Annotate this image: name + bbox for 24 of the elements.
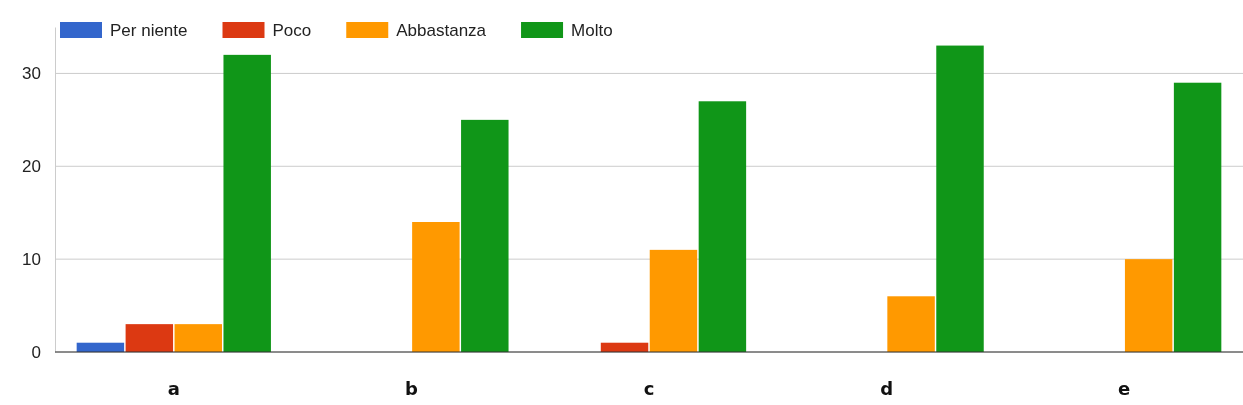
bar: [1124, 259, 1173, 352]
legend-label: Per niente: [110, 21, 188, 40]
x-tick-label: e: [1118, 377, 1131, 399]
legend-label: Molto: [571, 21, 613, 40]
bar: [461, 119, 509, 352]
legend-label: Abbastanza: [396, 21, 487, 40]
x-tick-label: c: [643, 377, 655, 399]
bar: [936, 45, 984, 352]
x-tick-label: a: [167, 377, 180, 399]
y-tick-label: 20: [22, 157, 41, 177]
bar: [887, 296, 935, 352]
bar: [223, 54, 271, 352]
bar: [412, 222, 460, 352]
x-tick-label: b: [404, 377, 418, 399]
bar: [649, 249, 698, 352]
bar: [1173, 82, 1222, 352]
bar: [698, 101, 747, 352]
y-tick-label: 30: [22, 64, 41, 84]
y-tick-label: 0: [31, 342, 41, 362]
y-tick-label: 10: [22, 250, 41, 270]
x-tick-label: d: [880, 377, 894, 399]
legend-label: Poco: [272, 21, 312, 40]
bar: [174, 324, 222, 352]
bar: [125, 324, 174, 352]
